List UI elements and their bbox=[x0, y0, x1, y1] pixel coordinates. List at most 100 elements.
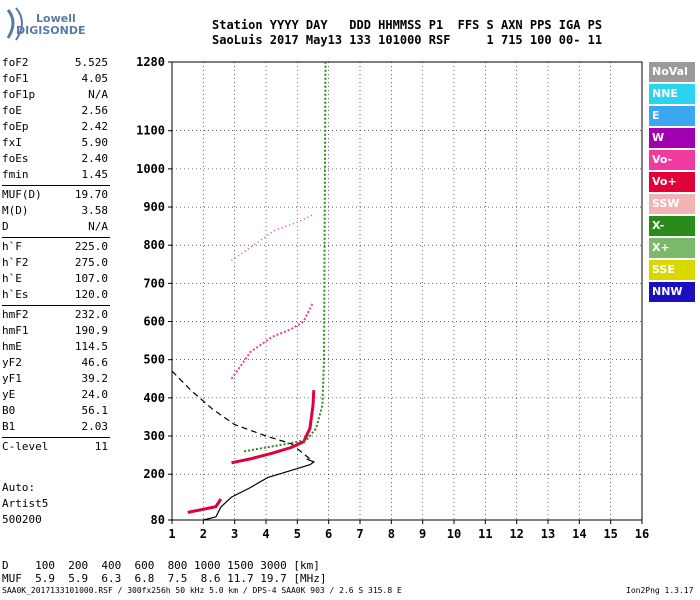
param-value: 3.58 bbox=[81, 204, 109, 217]
param-value: 2.42 bbox=[81, 120, 109, 133]
param-row: hmE 114.5 bbox=[2, 340, 108, 356]
legend-item: Vo+ bbox=[649, 172, 695, 192]
param-row: h`E 107.0 bbox=[2, 272, 108, 288]
param-value: 1.45 bbox=[81, 168, 109, 181]
param-value: 5.90 bbox=[81, 136, 109, 149]
y-tick-label: 900 bbox=[143, 200, 165, 214]
header-labels: Station YYYY DAY DDD HHMMSS P1 FFS S AXN… bbox=[212, 18, 603, 32]
x-tick-label: 7 bbox=[356, 527, 363, 541]
param-value: 19.70 bbox=[74, 188, 108, 201]
x-tick-label: 9 bbox=[419, 527, 426, 541]
station-header: Station YYYY DAY DDD HHMMSS P1 FFS S AXN… bbox=[212, 18, 602, 48]
param-row: fmin 1.45 bbox=[2, 168, 108, 184]
legend-item: NNE bbox=[649, 84, 695, 104]
x-tick-label: 16 bbox=[635, 527, 649, 541]
header-values: SaoLuis 2017 May13 133 101000 RSF 1 715 … bbox=[212, 33, 603, 47]
param-row: B1 2.03 bbox=[2, 420, 108, 436]
param-row: foF2 5.525 bbox=[2, 56, 108, 72]
param-name: h`Es bbox=[2, 288, 29, 301]
y-tick-label: 1000 bbox=[136, 162, 165, 176]
param-row: yF1 39.2 bbox=[2, 372, 108, 388]
param-value: 225.0 bbox=[74, 240, 108, 253]
param-name: foE bbox=[2, 104, 22, 117]
third-hop-trace bbox=[231, 214, 314, 262]
param-value: 190.9 bbox=[74, 324, 108, 337]
y-tick-label: 1280 bbox=[136, 55, 165, 69]
param-value: 232.0 bbox=[74, 308, 108, 321]
x-tick-label: 6 bbox=[325, 527, 332, 541]
y-tick-label: 500 bbox=[143, 353, 165, 367]
logo-line1: Lowell bbox=[36, 12, 76, 25]
profile-extrapolation bbox=[171, 370, 315, 463]
x-tick-label: 11 bbox=[478, 527, 492, 541]
x-tick-label: 10 bbox=[447, 527, 461, 541]
param-value: N/A bbox=[88, 220, 108, 233]
legend-item: SSW bbox=[649, 194, 695, 214]
o-mode-trace bbox=[231, 390, 316, 465]
param-name: h`F2 bbox=[2, 256, 29, 269]
param-name: hmF1 bbox=[2, 324, 29, 337]
legend-item: E bbox=[649, 106, 695, 126]
param-row: foEp 2.42 bbox=[2, 120, 108, 136]
legend-item: X- bbox=[649, 216, 695, 236]
param-separator bbox=[2, 185, 110, 186]
param-row: MUF(D) 19.70 bbox=[2, 188, 108, 204]
autoscaler-code: 500200 bbox=[2, 513, 42, 526]
x-tick-label: 15 bbox=[603, 527, 617, 541]
x-tick-label: 2 bbox=[200, 527, 207, 541]
param-row: D N/A bbox=[2, 220, 108, 236]
auto-label: Auto: bbox=[2, 481, 36, 494]
digisonde-logo: Lowell DIGISONDE bbox=[4, 4, 85, 48]
param-name: MUF(D) bbox=[2, 188, 42, 201]
distance-row: D 100 200 400 600 800 1000 1500 3000 [km… bbox=[2, 559, 320, 572]
param-value: 114.5 bbox=[74, 340, 108, 353]
x-tick-label: 1 bbox=[168, 527, 175, 541]
param-separator bbox=[2, 437, 110, 438]
param-name: foEs bbox=[2, 152, 29, 165]
polarization-legend: NoVal NNE E W Vo- Vo+ SSW X- X+ SSE NNW bbox=[649, 62, 695, 304]
logo-mark-icon bbox=[6, 7, 23, 41]
param-row: hmF1 190.9 bbox=[2, 324, 108, 340]
param-name: yE bbox=[2, 388, 16, 401]
param-row: C-level 11 bbox=[2, 440, 108, 456]
param-value: 2.56 bbox=[81, 104, 109, 117]
x-tick-label: 4 bbox=[262, 527, 269, 541]
param-row: h`F2 275.0 bbox=[2, 256, 108, 272]
param-value: 46.6 bbox=[81, 356, 109, 369]
param-name: foEp bbox=[2, 120, 29, 133]
param-row: yF2 46.6 bbox=[2, 356, 108, 372]
param-name: fxI bbox=[2, 136, 22, 149]
param-value: 4.05 bbox=[81, 72, 109, 85]
param-row: foEs 2.40 bbox=[2, 152, 108, 168]
param-value: 107.0 bbox=[74, 272, 108, 285]
param-name: B0 bbox=[2, 404, 16, 417]
param-separator bbox=[2, 237, 110, 238]
y-tick-label: 80 bbox=[151, 513, 165, 527]
param-name: yF2 bbox=[2, 356, 22, 369]
param-value: 2.40 bbox=[81, 152, 109, 165]
param-value: 24.0 bbox=[81, 388, 109, 401]
y-tick-label: 600 bbox=[143, 315, 165, 329]
param-row: foF1p N/A bbox=[2, 88, 108, 104]
y-tick-label: 400 bbox=[143, 391, 165, 405]
autoscaler-name: Artist5 bbox=[2, 497, 49, 510]
footer-version: Ion2Png 1.3.17 bbox=[626, 586, 694, 595]
param-name: M(D) bbox=[2, 204, 29, 217]
param-value: 56.1 bbox=[81, 404, 109, 417]
x-tick-label: 5 bbox=[294, 527, 301, 541]
y-tick-label: 300 bbox=[143, 429, 165, 443]
x-tick-label: 8 bbox=[388, 527, 395, 541]
muf-row: MUF 5.9 5.9 6.3 6.8 7.5 8.6 11.7 19.7 [M… bbox=[2, 572, 327, 585]
param-name: yF1 bbox=[2, 372, 22, 385]
param-value: 2.03 bbox=[81, 420, 109, 433]
param-row: M(D) 3.58 bbox=[2, 204, 108, 220]
legend-item: NoVal bbox=[649, 62, 695, 82]
param-name: foF2 bbox=[2, 56, 29, 69]
param-name: h`E bbox=[2, 272, 22, 285]
param-row: foE 2.56 bbox=[2, 104, 108, 120]
param-row: hmF2 232.0 bbox=[2, 308, 108, 324]
param-name: hmF2 bbox=[2, 308, 29, 321]
param-name: C-level bbox=[2, 440, 49, 453]
param-value: 39.2 bbox=[81, 372, 109, 385]
